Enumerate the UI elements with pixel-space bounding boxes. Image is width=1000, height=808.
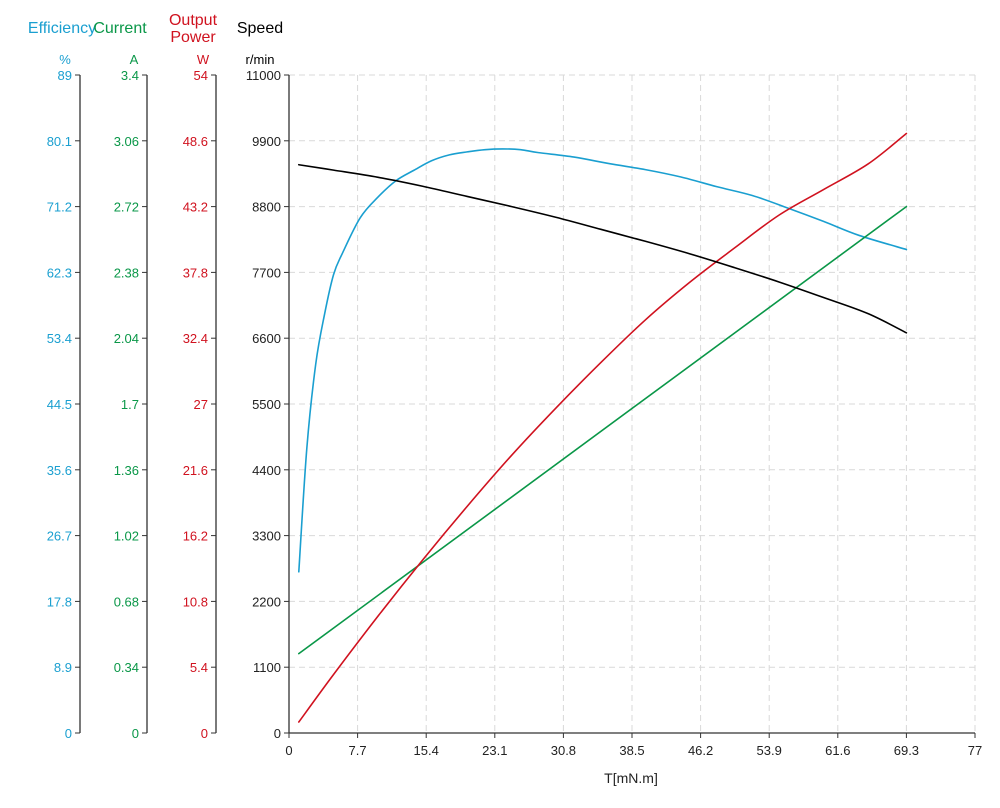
current-tick-label: 0.34 <box>114 660 139 675</box>
series-line-efficiency <box>298 148 908 573</box>
x-tick-label: 38.5 <box>619 743 644 758</box>
output_power-tick-label: 43.2 <box>183 200 208 215</box>
current-tick-label: 2.72 <box>114 200 139 215</box>
output_power-tick-label: 10.8 <box>183 594 208 609</box>
axes: 08.917.826.735.644.553.462.371.280.18900… <box>47 68 983 758</box>
output_power-tick-label: 21.6 <box>183 463 208 478</box>
speed-tick-label: 4400 <box>252 463 281 478</box>
current-tick-label: 1.36 <box>114 463 139 478</box>
speed-tick-label: 5500 <box>252 397 281 412</box>
x-tick-label: 0 <box>285 743 292 758</box>
current-tick-label: 2.38 <box>114 265 139 280</box>
x-tick-label: 15.4 <box>414 743 439 758</box>
current-tick-label: 3.06 <box>114 134 139 149</box>
output_power-tick-label: 54 <box>194 68 208 83</box>
efficiency-tick-label: 80.1 <box>47 134 72 149</box>
grid <box>289 74 976 733</box>
output-power-axis-unit: W <box>197 52 210 67</box>
x-tick-label: 69.3 <box>894 743 919 758</box>
series <box>298 132 908 723</box>
current-tick-label: 2.04 <box>114 331 139 346</box>
x-tick-label: 23.1 <box>482 743 507 758</box>
x-tick-label: 46.2 <box>688 743 713 758</box>
output_power-tick-label: 0 <box>201 726 208 741</box>
x-tick-label: 77 <box>968 743 982 758</box>
efficiency-tick-label: 26.7 <box>47 529 72 544</box>
efficiency-tick-label: 35.6 <box>47 463 72 478</box>
current-axis-title: Current <box>93 20 147 37</box>
efficiency-tick-label: 44.5 <box>47 397 72 412</box>
output_power-tick-label: 16.2 <box>183 529 208 544</box>
efficiency-tick-label: 71.2 <box>47 200 72 215</box>
output_power-tick-label: 27 <box>194 397 208 412</box>
current-tick-label: 0.68 <box>114 594 139 609</box>
current-axis-unit: A <box>130 52 139 67</box>
current-tick-label: 1.7 <box>121 397 139 412</box>
x-tick-label: 53.9 <box>757 743 782 758</box>
speed-tick-label: 0 <box>274 726 281 741</box>
efficiency-tick-label: 53.4 <box>47 331 72 346</box>
current-tick-label: 1.02 <box>114 529 139 544</box>
x-axis-label: T[mN.m] <box>604 770 658 786</box>
speed-tick-label: 11000 <box>246 68 281 83</box>
output_power-tick-label: 48.6 <box>183 134 208 149</box>
x-tick-label: 30.8 <box>551 743 576 758</box>
efficiency-tick-label: 8.9 <box>54 660 72 675</box>
output_power-tick-label: 37.8 <box>183 265 208 280</box>
speed-tick-label: 2200 <box>252 594 281 609</box>
efficiency-tick-label: 89 <box>58 68 72 83</box>
efficiency-tick-label: 62.3 <box>47 265 72 280</box>
output-power-axis-title-line2: Power <box>170 29 216 46</box>
output-power-axis-title-line1: Output <box>169 12 218 29</box>
output_power-tick-label: 5.4 <box>190 660 208 675</box>
efficiency-axis-unit: % <box>59 52 71 67</box>
x-tick-label: 7.7 <box>349 743 367 758</box>
speed-axis-title: Speed <box>237 20 283 37</box>
efficiency-tick-label: 0 <box>65 726 72 741</box>
efficiency-axis-title: Efficiency <box>28 20 96 37</box>
series-line-output-power <box>298 132 908 723</box>
speed-tick-label: 1100 <box>253 660 281 675</box>
speed-tick-label: 3300 <box>252 529 281 544</box>
speed-tick-label: 8800 <box>252 200 281 215</box>
speed-tick-label: 6600 <box>252 331 281 346</box>
speed-tick-label: 9900 <box>252 134 281 149</box>
output_power-tick-label: 32.4 <box>183 331 208 346</box>
efficiency-tick-label: 17.8 <box>47 594 72 609</box>
series-line-current <box>298 205 908 655</box>
series-line-speed <box>298 163 908 334</box>
current-tick-label: 3.4 <box>121 68 139 83</box>
x-tick-label: 61.6 <box>825 743 850 758</box>
speed-axis-unit: r/min <box>246 52 275 67</box>
speed-tick-label: 7700 <box>252 265 281 280</box>
current-tick-label: 0 <box>132 726 139 741</box>
